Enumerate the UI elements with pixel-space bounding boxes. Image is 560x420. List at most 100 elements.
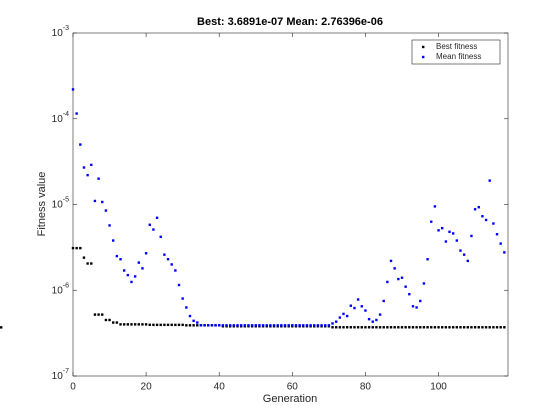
point — [185, 324, 188, 327]
point — [367, 326, 371, 329]
point — [148, 323, 151, 327]
point — [430, 326, 433, 329]
point — [492, 222, 495, 225]
point — [411, 305, 415, 308]
point — [441, 226, 444, 230]
point — [152, 323, 155, 327]
x-tick-label: 80 — [360, 382, 372, 393]
point — [133, 323, 137, 326]
point — [488, 179, 491, 182]
point — [338, 316, 342, 319]
point — [119, 323, 122, 326]
legend-label: Best fitness — [436, 42, 477, 51]
point — [320, 324, 323, 327]
point — [433, 326, 437, 329]
point — [426, 258, 429, 261]
chart-title: Best: 3.6891e-07 Mean: 2.76396e-06 — [197, 16, 383, 28]
plot-frame — [72, 32, 509, 377]
point — [137, 323, 140, 326]
point — [473, 326, 477, 329]
point — [71, 88, 75, 91]
point — [298, 324, 301, 327]
point — [112, 239, 115, 242]
point — [448, 326, 451, 329]
point — [419, 326, 422, 329]
point — [481, 326, 484, 329]
point — [218, 324, 221, 327]
point — [155, 216, 159, 219]
point — [342, 326, 345, 329]
point — [104, 318, 108, 322]
point — [82, 166, 86, 169]
point — [170, 263, 173, 266]
point — [378, 326, 382, 329]
point — [437, 326, 440, 329]
point — [400, 326, 404, 329]
point — [437, 229, 440, 232]
legend-box — [411, 39, 501, 65]
point — [108, 224, 111, 227]
point — [397, 326, 400, 329]
point — [137, 261, 140, 264]
point — [495, 233, 499, 236]
point — [101, 200, 104, 204]
point — [221, 324, 225, 327]
point — [455, 326, 459, 329]
point — [477, 206, 480, 209]
point — [258, 324, 261, 327]
point — [177, 283, 181, 287]
y-tick-label: 10-3 — [52, 25, 69, 39]
point — [71, 246, 75, 250]
point — [159, 323, 162, 327]
point — [228, 324, 232, 327]
point — [451, 326, 455, 329]
point — [130, 323, 133, 326]
point — [90, 262, 93, 265]
point — [232, 324, 236, 327]
point — [199, 324, 203, 327]
point — [382, 299, 385, 303]
point — [349, 326, 353, 329]
legend-marker — [422, 45, 425, 49]
point — [86, 173, 89, 177]
point — [331, 326, 334, 329]
point — [397, 277, 400, 281]
point — [492, 326, 495, 329]
point — [170, 323, 173, 327]
point — [484, 218, 488, 222]
point — [90, 163, 93, 167]
point — [126, 323, 130, 326]
point — [455, 239, 459, 242]
point — [254, 324, 257, 327]
point — [75, 112, 78, 115]
point — [470, 326, 473, 329]
point — [419, 299, 422, 303]
point — [324, 324, 327, 327]
point — [93, 313, 97, 316]
point — [345, 326, 349, 329]
point — [367, 317, 371, 321]
point — [415, 326, 418, 329]
point — [159, 235, 162, 239]
point — [280, 324, 283, 327]
point — [188, 314, 192, 318]
point — [247, 324, 250, 327]
x-tick-label: 20 — [141, 382, 153, 393]
point — [444, 326, 448, 329]
point — [411, 326, 415, 329]
point — [499, 326, 502, 329]
point — [375, 326, 378, 329]
point — [79, 246, 82, 250]
point — [163, 253, 166, 256]
point — [141, 267, 144, 270]
point — [503, 251, 506, 254]
point — [484, 326, 488, 329]
point — [302, 324, 305, 327]
point — [144, 323, 148, 326]
point — [203, 324, 206, 327]
point — [353, 306, 356, 310]
point — [283, 324, 287, 327]
x-axis-label: Generation — [263, 393, 317, 405]
point — [236, 324, 239, 327]
point — [408, 292, 411, 296]
